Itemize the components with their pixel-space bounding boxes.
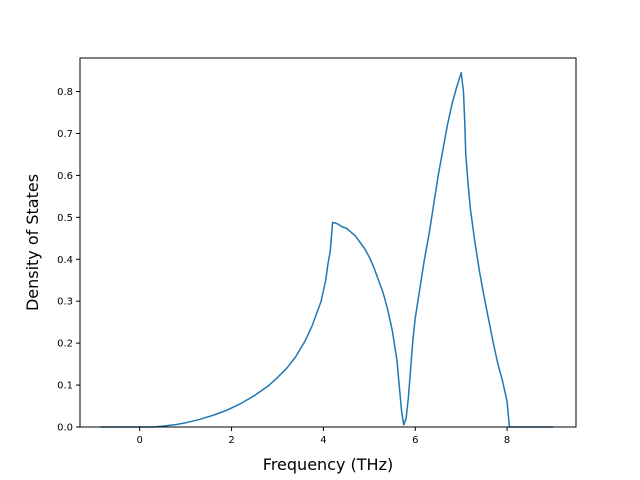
x-tick-label: 0 (137, 435, 143, 446)
y-axis-label: Density of States (23, 174, 42, 311)
series-layer (100, 71, 554, 428)
y-tick-label: 0.0 (57, 423, 73, 434)
x-axis-label: Frequency (THz) (263, 455, 393, 474)
y-tick-label: 0.7 (57, 129, 73, 140)
dos-series-line (100, 71, 554, 428)
x-axis: 0 2 4 6 8 (137, 427, 510, 446)
plot-area (79, 57, 577, 428)
y-tick-label: 0.4 (57, 255, 73, 266)
plot-frame (79, 57, 577, 428)
y-tick-label: 0.3 (57, 297, 73, 308)
x-tick-label: 6 (412, 435, 418, 446)
y-tick-label: 0.6 (57, 171, 73, 182)
x-tick-label: 4 (320, 435, 326, 446)
x-tick-label: 8 (504, 435, 510, 446)
y-tick-label: 0.2 (57, 339, 73, 350)
x-tick-label: 2 (228, 435, 234, 446)
y-tick-label: 0.8 (57, 87, 73, 98)
y-tick-label: 0.1 (57, 381, 73, 392)
y-tick-label: 0.5 (57, 213, 73, 224)
y-axis: 0.0 0.1 0.2 0.3 0.4 0.5 0.6 0.7 0.8 (57, 87, 80, 434)
plot-background (80, 58, 576, 427)
